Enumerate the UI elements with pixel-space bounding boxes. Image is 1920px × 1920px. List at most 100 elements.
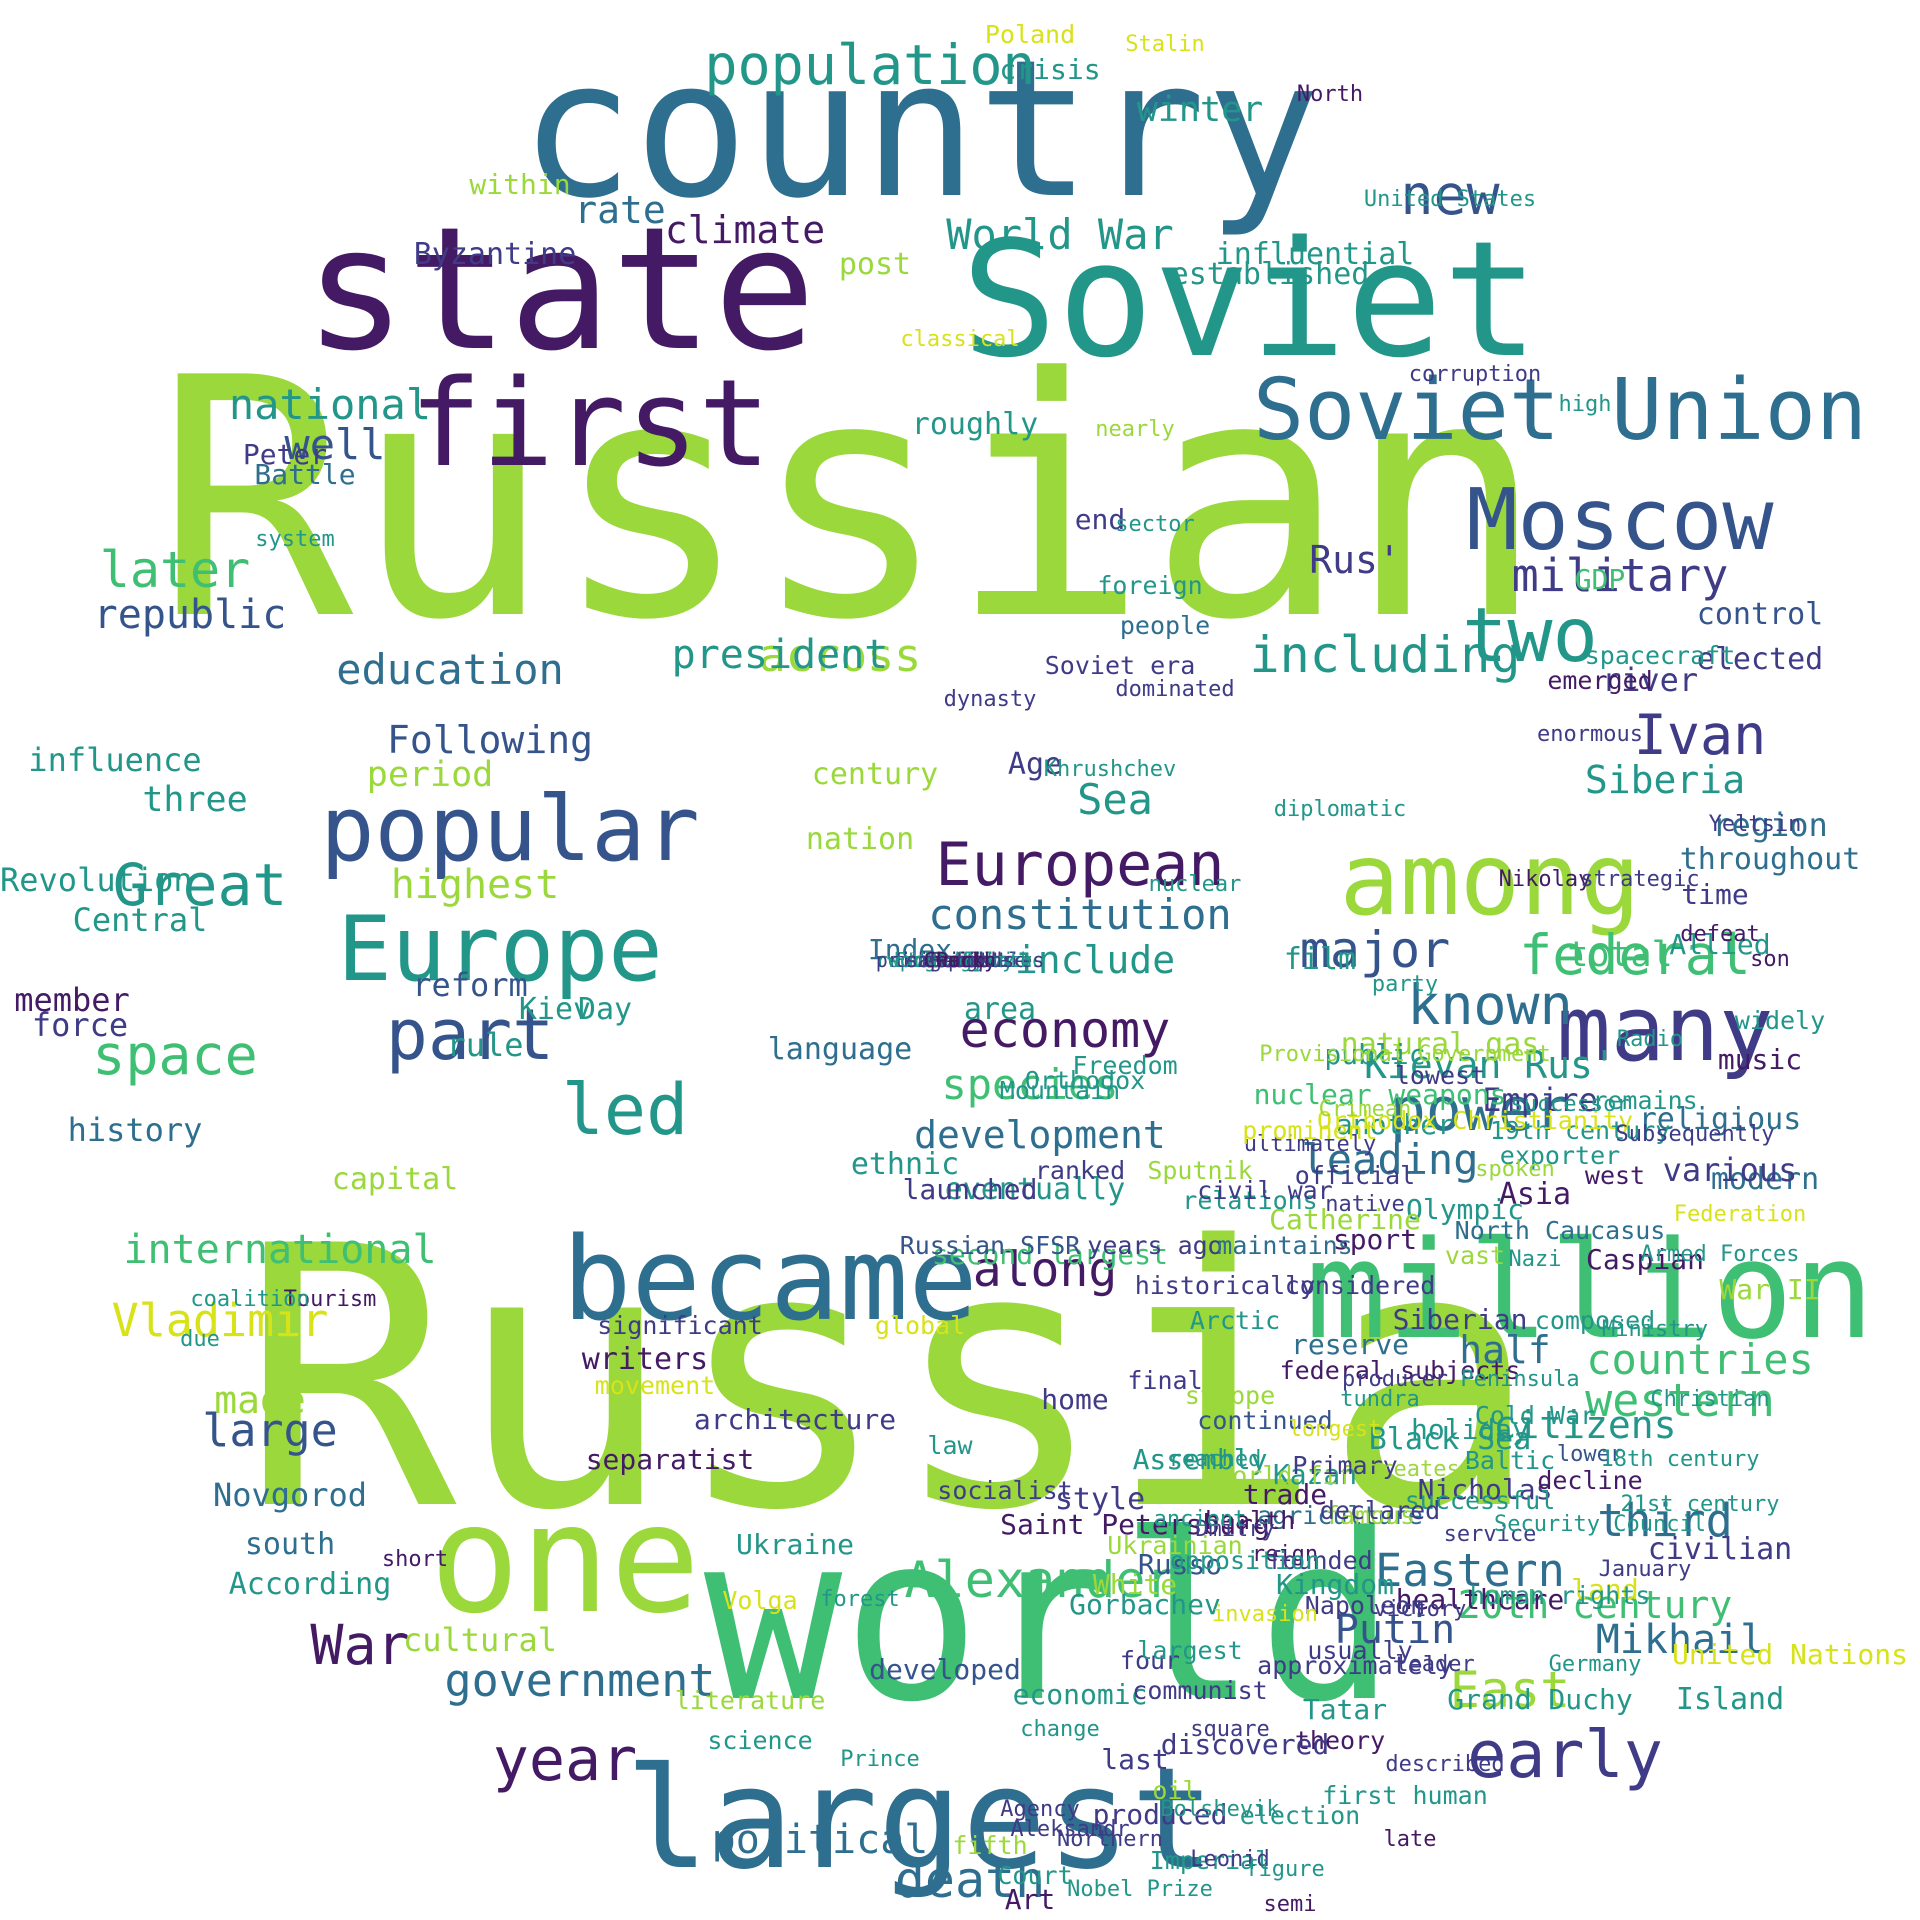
word-bolshevik: Bolshevik (1160, 1797, 1280, 1822)
word-early: early (1467, 1717, 1663, 1793)
word-leading: leading (1301, 1135, 1479, 1184)
word-exporter: exporter (1499, 1140, 1621, 1170)
word-science: science (707, 1725, 813, 1755)
word-crisis: crisis (999, 53, 1101, 86)
word-successor: successor (1510, 1092, 1630, 1117)
word-putin: Putin (1334, 1607, 1456, 1653)
word-age: Age (1007, 747, 1063, 782)
word-third: third (1597, 1493, 1733, 1547)
word-rule: rule (446, 1026, 524, 1064)
word-launched: launched (902, 1173, 1038, 1206)
word-dominated: dominated (1115, 677, 1235, 702)
word-christian: Christian (1650, 1387, 1770, 1412)
word-economy: economy (959, 1001, 1171, 1059)
word-poland: Poland (984, 19, 1076, 49)
word-united-states: United States (1363, 187, 1537, 212)
word-soviet-union: Soviet Union (1252, 360, 1868, 460)
word-mikhail: Mikhail (1595, 1617, 1765, 1663)
word-style: style (1054, 1482, 1146, 1517)
word-historically: historically (1134, 1270, 1316, 1300)
word-international: international (123, 1227, 437, 1273)
word-nobel-prize: Nobel Prize (1067, 1877, 1213, 1902)
word-diplomatic: diplomatic (1273, 797, 1407, 822)
word-grand-duchy: Grand Duchy (1447, 1683, 1633, 1716)
word-religion: religion (911, 948, 1009, 972)
word-ultimately: ultimately (1243, 1132, 1377, 1157)
word-foreign: foreign (1097, 570, 1203, 600)
word-sport: sport (1332, 1223, 1418, 1256)
word-separatist: separatist (585, 1443, 755, 1476)
word-rurik: Rurik (929, 948, 991, 972)
word-rate: rate (574, 188, 666, 232)
word-many: many (1556, 977, 1774, 1082)
word-spacecraft: spacecraft (1584, 640, 1736, 670)
word-semi: semi (1263, 1892, 1317, 1917)
word-20th-century: 20th century (1457, 1583, 1733, 1627)
word-architecture: architecture (693, 1403, 897, 1436)
word-nicholas: Nicholas (1417, 1473, 1553, 1506)
word-work: work (935, 948, 985, 972)
word-cultural: cultural (402, 1621, 558, 1659)
word-holiday: holiday (1410, 1413, 1529, 1446)
word-imperial: Imperial (1149, 1845, 1271, 1875)
word-force: force (31, 1006, 129, 1044)
word-victory: victory (1373, 1597, 1467, 1622)
word-produced: produced (1092, 1798, 1228, 1831)
word-economic: economic (1012, 1678, 1148, 1711)
word-ukrainian: Ukrainian (1107, 1530, 1243, 1560)
word-growth: growth (923, 948, 997, 972)
word-relations: relations (1182, 1185, 1318, 1215)
word-cold-war: Cold War (1474, 1400, 1596, 1430)
word-post: post (838, 247, 912, 282)
word-health: health (1204, 1505, 1296, 1535)
word-state: state (304, 191, 816, 389)
word-climate: climate (664, 208, 826, 252)
word-yeltsin: Yeltsin (1708, 812, 1802, 837)
word-late: late (1383, 1827, 1437, 1852)
word-mountain: Mountain (999, 1075, 1121, 1105)
word-volga: Volga (722, 1585, 798, 1615)
word-east-slavic: East Slavic (893, 948, 1027, 972)
word-brought: brought (917, 948, 1003, 972)
word-republic: republic (93, 592, 287, 638)
word-century: century (811, 757, 939, 792)
word-army: Army (935, 948, 985, 972)
word-day: Day (577, 992, 633, 1027)
word-armed-forces: Armed Forces (1640, 1242, 1800, 1267)
word-final: final (1127, 1365, 1203, 1395)
word-kievan-rus: Kievan Rus' (1364, 1043, 1616, 1087)
word-region: region (1712, 806, 1828, 844)
word-nikolay: Nikolay (1498, 867, 1592, 892)
word-military: military (1511, 548, 1729, 602)
word-moscow: Moscow (1466, 470, 1774, 570)
word-sea: Sea (1077, 775, 1153, 824)
word-one: one (429, 1473, 701, 1647)
word-industrial: industrial (899, 948, 1021, 972)
word-member: member (14, 981, 130, 1019)
word-olympic: Olympic (1405, 1193, 1524, 1226)
word-suzdal: Suzdal (923, 948, 997, 972)
word-second-largest: second largest (931, 1238, 1168, 1271)
word-federal-subjects: federal subjects (1279, 1355, 1521, 1385)
word-siberian: Siberian (1392, 1303, 1528, 1336)
word-napoleon: Napoleon (1304, 1590, 1426, 1620)
word-team: team (935, 948, 985, 972)
word-natural-gas: natural gas (1340, 1027, 1540, 1062)
word-including: including (1249, 626, 1521, 684)
word-founded: founded (1267, 1545, 1373, 1575)
word-approximately: approximately (1257, 1650, 1453, 1680)
word-party: party (1371, 972, 1439, 997)
word-invasion: invasion (1212, 1602, 1318, 1627)
word-north-caucasus: North Caucasus (1454, 1215, 1666, 1245)
word-winter: winter (1136, 89, 1264, 130)
word-longest: longest (1288, 1417, 1382, 1442)
word-court: Court (997, 1860, 1073, 1890)
word-siberia: Siberia (1584, 758, 1746, 802)
word-aleksandr: Aleksandr (1010, 1817, 1130, 1842)
word-year: year (492, 1725, 638, 1795)
word-well: well (284, 420, 386, 469)
word-great: Great (112, 851, 288, 919)
word-radio: Radio (1616, 1027, 1684, 1052)
word-remains: remains (1592, 1085, 1698, 1115)
